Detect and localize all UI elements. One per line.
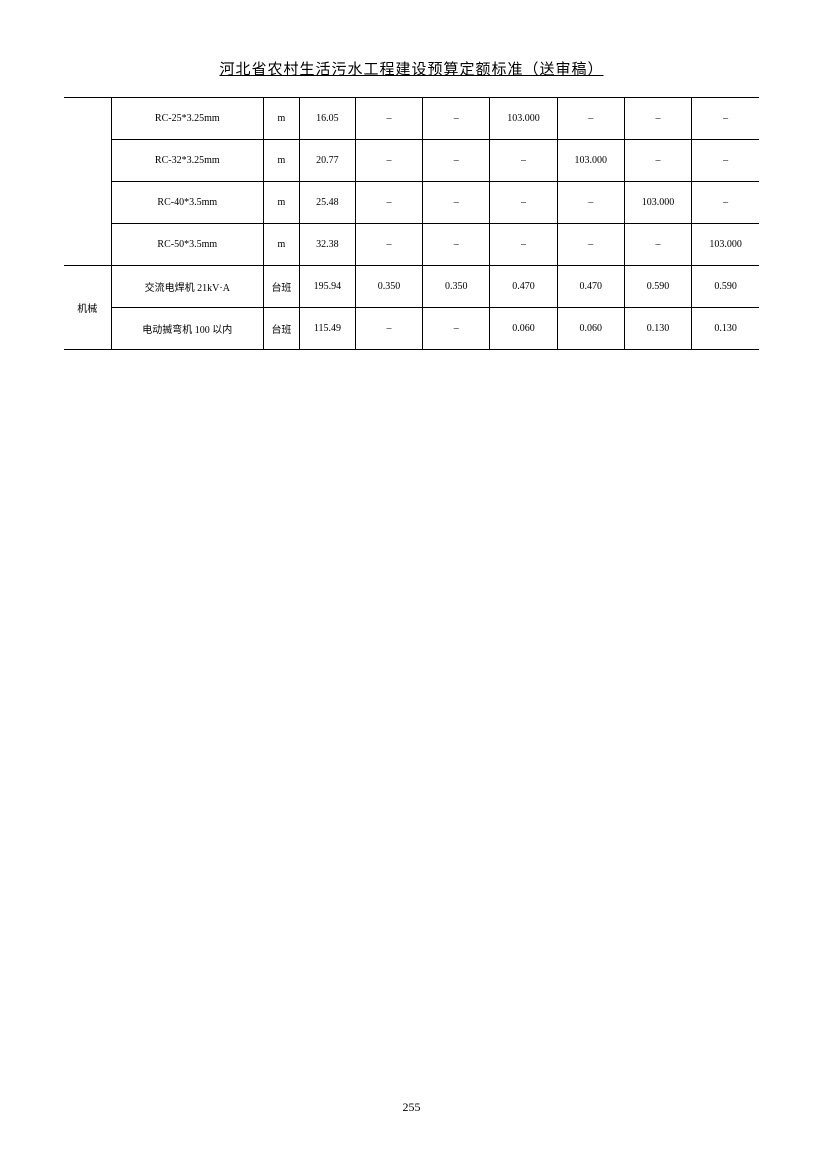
cell-price: 115.49 [299,308,355,350]
cell-value: – [355,224,422,266]
cell-unit: m [264,182,300,224]
cell-value: – [692,140,759,182]
quota-table-container: RC-25*3.25mm m 16.05 – – 103.000 – – – R… [64,97,759,350]
cell-value: – [624,224,691,266]
cell-value: – [423,98,490,140]
cell-value: 0.590 [692,266,759,308]
quota-table: RC-25*3.25mm m 16.05 – – 103.000 – – – R… [64,97,759,350]
cell-value: 0.060 [490,308,557,350]
cell-value: – [557,182,624,224]
cell-value: – [423,224,490,266]
page-number: 255 [0,1100,823,1115]
cell-value: – [355,308,422,350]
cell-name: RC-25*3.25mm [111,98,263,140]
cell-name: RC-50*3.5mm [111,224,263,266]
cell-value: – [423,182,490,224]
cell-unit: m [264,224,300,266]
cell-value: 0.350 [355,266,422,308]
cell-value: 103.000 [490,98,557,140]
cell-unit: m [264,98,300,140]
table-row: RC-32*3.25mm m 20.77 – – – 103.000 – – [64,140,759,182]
cell-value: – [355,182,422,224]
table-row: 机械 交流电焊机 21kV·A 台班 195.94 0.350 0.350 0.… [64,266,759,308]
table-row: RC-50*3.5mm m 32.38 – – – – – 103.000 [64,224,759,266]
cell-value: – [423,308,490,350]
cell-name: 电动揻弯机 100 以内 [111,308,263,350]
cell-price: 20.77 [299,140,355,182]
cell-unit: m [264,140,300,182]
table-row: 电动揻弯机 100 以内 台班 115.49 – – 0.060 0.060 0… [64,308,759,350]
cell-value: – [490,182,557,224]
cell-value: – [355,140,422,182]
cell-name: 交流电焊机 21kV·A [111,266,263,308]
cell-category: 机械 [64,266,111,350]
table-row: RC-40*3.5mm m 25.48 – – – – 103.000 – [64,182,759,224]
cell-value: 0.130 [624,308,691,350]
cell-value: – [355,98,422,140]
cell-value: – [423,140,490,182]
cell-value: 0.590 [624,266,691,308]
cell-price: 32.38 [299,224,355,266]
page-title: 河北省农村生活污水工程建设预算定额标准（送审稿） [0,0,823,97]
cell-value: 103.000 [692,224,759,266]
cell-unit: 台班 [264,266,300,308]
cell-value: 0.350 [423,266,490,308]
cell-value: – [692,98,759,140]
cell-value: 0.060 [557,308,624,350]
cell-value: – [490,140,557,182]
cell-value: 0.470 [490,266,557,308]
cell-value: 0.470 [557,266,624,308]
cell-value: – [624,140,691,182]
cell-name: RC-40*3.5mm [111,182,263,224]
cell-value: 0.130 [692,308,759,350]
table-row: RC-25*3.25mm m 16.05 – – 103.000 – – – [64,98,759,140]
cell-name: RC-32*3.25mm [111,140,263,182]
cell-value: – [490,224,557,266]
cell-price: 25.48 [299,182,355,224]
cell-price: 195.94 [299,266,355,308]
cell-value: – [557,98,624,140]
cell-value: 103.000 [624,182,691,224]
cell-unit: 台班 [264,308,300,350]
cell-price: 16.05 [299,98,355,140]
cell-value: – [692,182,759,224]
cell-category-empty [64,98,111,266]
cell-value: 103.000 [557,140,624,182]
cell-value: – [624,98,691,140]
cell-value: – [557,224,624,266]
